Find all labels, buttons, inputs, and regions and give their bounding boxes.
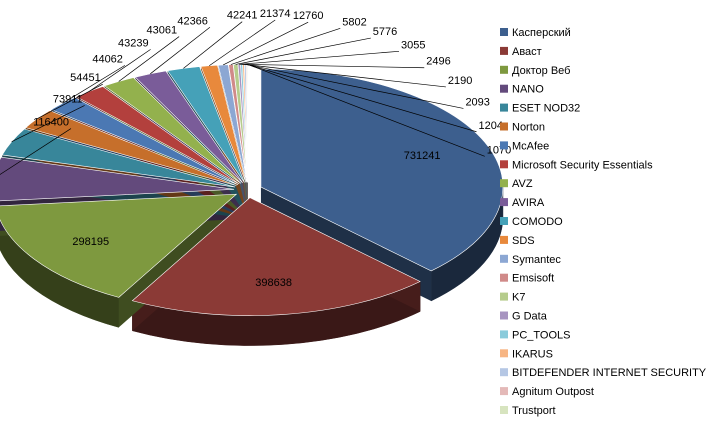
leader-line xyxy=(239,50,400,65)
slice-9 xyxy=(134,70,243,184)
data-label: 1204 xyxy=(479,120,503,132)
legend-swatch xyxy=(500,65,508,74)
data-label: 73911 xyxy=(53,93,83,105)
legend-label: Trustport xyxy=(512,405,556,417)
leader-line xyxy=(208,19,276,67)
data-label: 42241 xyxy=(227,10,258,22)
slice-5 xyxy=(25,110,237,186)
slice-3 xyxy=(0,156,235,202)
legend-swatch xyxy=(500,235,508,244)
slice-2 xyxy=(0,193,238,298)
data-label: 2190 xyxy=(448,75,472,87)
legend-swatch xyxy=(500,311,508,320)
legend-label: McAfee xyxy=(512,140,549,152)
data-label: 116400 xyxy=(33,117,69,129)
leader-line xyxy=(62,65,126,104)
legend-label: Norton xyxy=(512,122,545,134)
leader-line xyxy=(0,128,72,175)
legend-label: BITDEFENDER INTERNET SECURITY xyxy=(512,367,707,379)
data-label: 2093 xyxy=(465,96,489,108)
legend-label: PC_TOOLS xyxy=(512,329,571,341)
data-label: 3055 xyxy=(401,39,425,51)
legend-label: Symantec xyxy=(512,254,561,266)
slice-6 xyxy=(50,97,239,185)
leader-line xyxy=(11,105,85,142)
leader-line xyxy=(223,21,309,66)
slice-0 xyxy=(260,68,504,272)
data-labels: 731241 398638 298195 116400 73911 54451 44062 4… xyxy=(0,8,511,289)
legend-label: AVZ xyxy=(512,178,533,190)
data-label: 44062 xyxy=(92,53,123,65)
legend-swatch xyxy=(500,28,508,36)
legend: Касперский Аваст Доктор Веб NANO ESET NOD32 N… xyxy=(500,27,707,417)
data-label: 298195 xyxy=(72,236,109,248)
leader-line xyxy=(183,21,243,69)
data-label: 21374 xyxy=(260,8,291,20)
legend-label: Microsoft Security Essentials xyxy=(512,159,653,171)
legend-swatch xyxy=(500,387,508,396)
slice-11 xyxy=(200,64,247,183)
leader-line xyxy=(230,27,341,65)
data-label: 2496 xyxy=(426,56,450,68)
data-label: 5802 xyxy=(342,16,366,28)
legend-swatch xyxy=(500,254,508,263)
data-label: 43061 xyxy=(147,25,178,37)
legend-swatch xyxy=(500,368,508,377)
legend-swatch xyxy=(500,349,508,358)
leader-line xyxy=(246,63,477,133)
legend-label: G Data xyxy=(512,311,548,323)
data-label: 54451 xyxy=(70,72,101,84)
legend-swatch xyxy=(500,103,508,112)
legend-label: NANO xyxy=(512,84,544,96)
leader-line xyxy=(89,49,151,92)
slice-1 xyxy=(131,197,421,316)
legend-label: ESET NOD32 xyxy=(512,103,580,115)
legend-label: K7 xyxy=(512,292,525,304)
leader-line xyxy=(243,63,446,88)
data-label: 12760 xyxy=(293,10,324,22)
legend-label: Emsisoft xyxy=(512,273,554,285)
legend-swatch xyxy=(500,84,508,93)
legend-label: SDS xyxy=(512,235,535,247)
legend-label: IKARUS xyxy=(512,348,553,360)
leader-line xyxy=(118,36,180,82)
data-label: 43239 xyxy=(118,37,149,49)
legend-swatch xyxy=(500,406,508,414)
leader-line xyxy=(247,63,485,157)
data-label: 42366 xyxy=(177,15,208,27)
legend-label: COMODO xyxy=(512,216,563,228)
pie-area xyxy=(0,63,504,346)
legend-swatch xyxy=(500,273,508,282)
legend-swatch xyxy=(500,292,508,301)
legend-label: Аваст xyxy=(512,46,542,58)
legend-swatch xyxy=(500,122,508,131)
data-label: 398638 xyxy=(255,277,292,289)
leader-line xyxy=(150,26,211,75)
data-label: 5776 xyxy=(373,26,397,38)
leader-line xyxy=(241,63,425,69)
legend-swatch xyxy=(500,330,508,339)
legend-swatch xyxy=(500,46,508,55)
slice-8 xyxy=(103,77,242,184)
legend-swatch xyxy=(500,198,508,207)
leader-line xyxy=(245,63,464,109)
legend-label: Agnitum Outpost xyxy=(512,386,594,398)
leader-line xyxy=(235,37,371,65)
legend-swatch xyxy=(500,141,508,150)
legend-swatch xyxy=(500,179,508,188)
legend-label: Доктор Веб xyxy=(512,65,570,77)
legend-label: Касперский xyxy=(512,27,571,39)
data-label: 731241 xyxy=(404,150,441,162)
legend-swatch xyxy=(500,217,508,225)
legend-label: AVIRA xyxy=(512,197,545,209)
legend-swatch xyxy=(500,160,508,169)
